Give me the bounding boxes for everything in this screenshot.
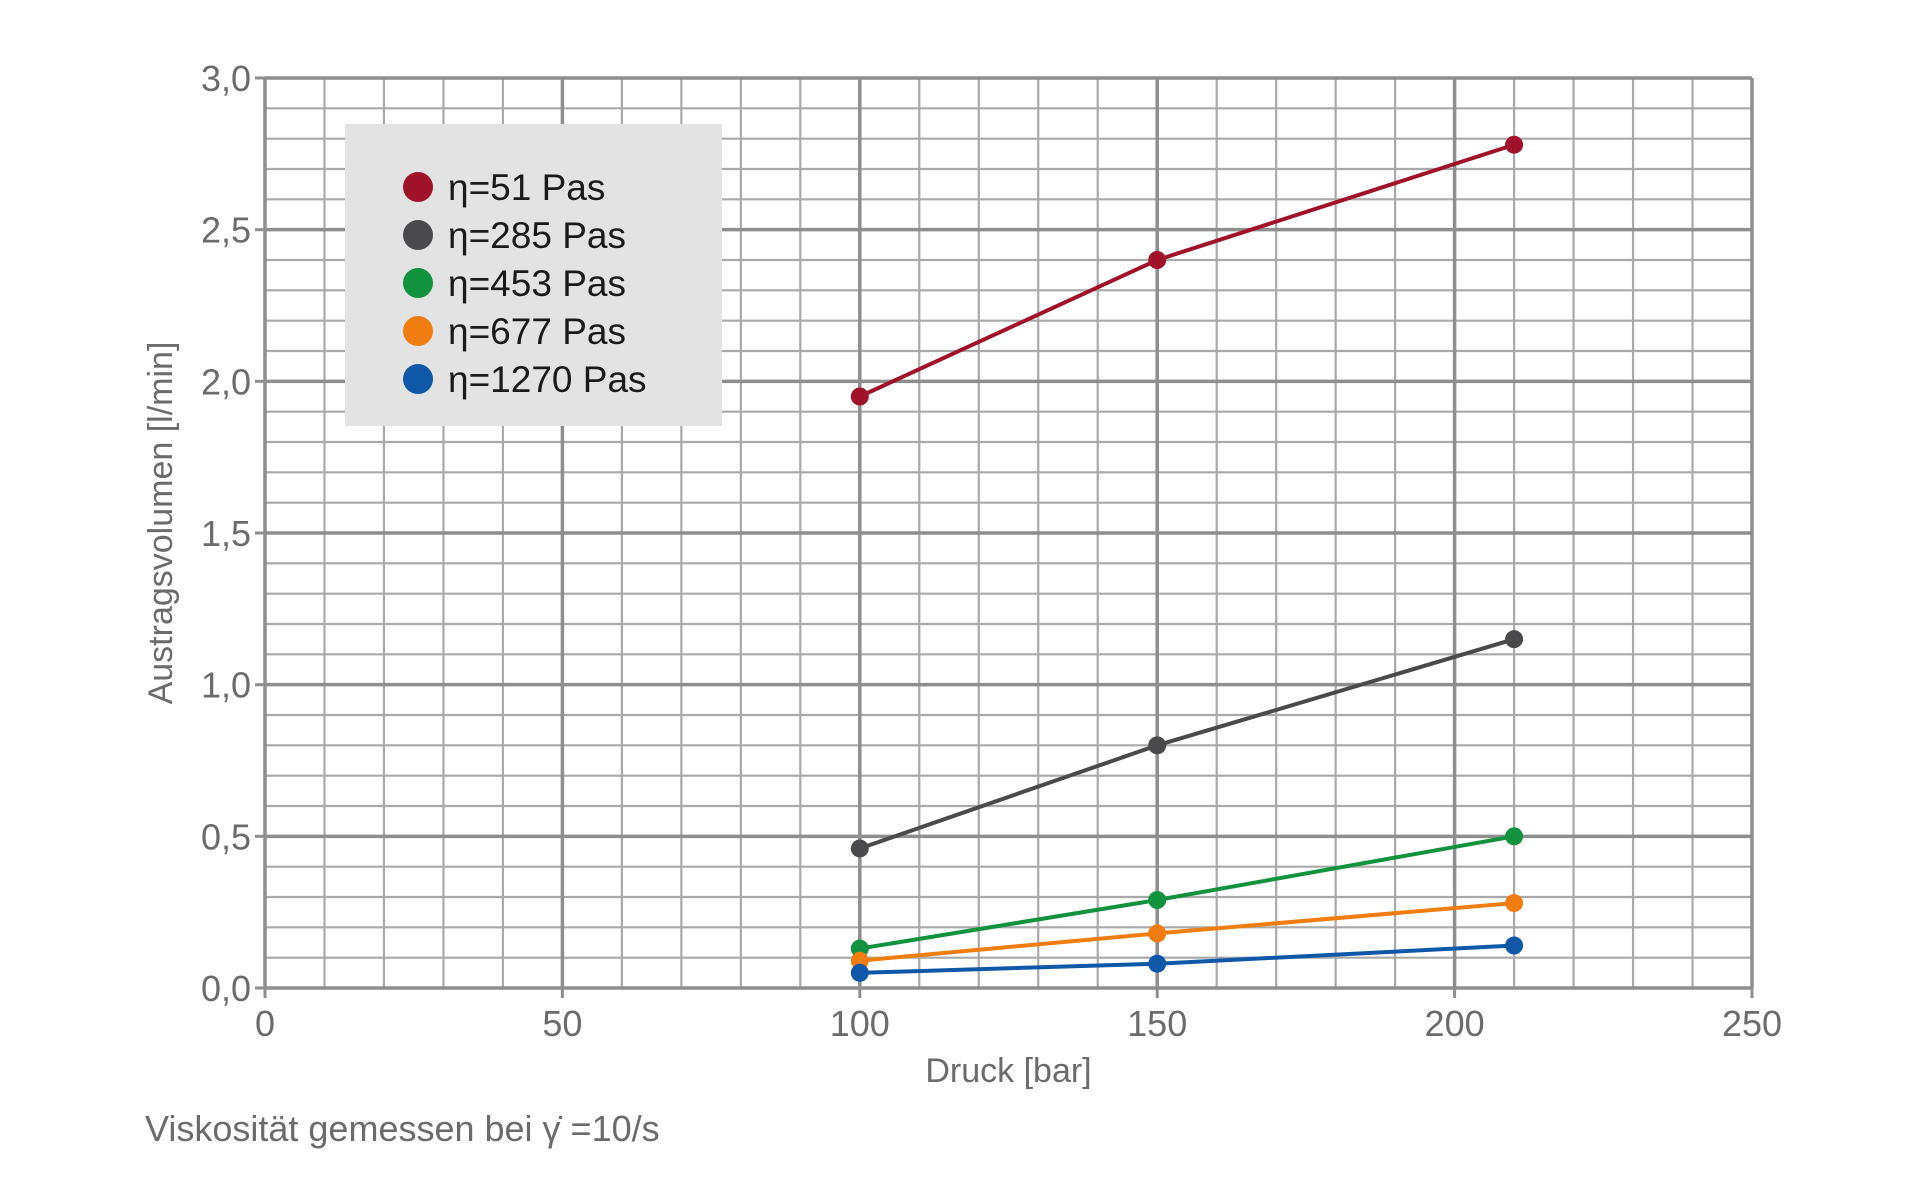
legend-label: η=453 Pas <box>448 263 626 304</box>
data-point <box>850 387 869 406</box>
data-point <box>850 839 869 858</box>
y-tick-label: 3,0 <box>201 58 251 99</box>
x-tick-label: 50 <box>542 1003 582 1044</box>
legend-marker <box>403 220 433 250</box>
footnote: Viskosität gemessen bei γ̇ =10/s <box>145 1108 660 1149</box>
data-point <box>1505 630 1524 649</box>
y-tick-label: 0,0 <box>201 968 251 1009</box>
legend-label: η=1270 Pas <box>448 359 647 400</box>
legend-marker <box>403 316 433 346</box>
data-point <box>1505 936 1524 955</box>
series-line <box>859 943 1515 975</box>
series-line <box>858 142 1515 399</box>
legend-label: η=51 Pas <box>448 167 605 208</box>
x-tick-label: 0 <box>255 1003 275 1044</box>
data-point <box>850 963 869 982</box>
data-point <box>1505 135 1524 154</box>
y-tick-label: 0,5 <box>201 816 251 857</box>
legend-marker <box>403 364 433 394</box>
y-tick-label: 1,5 <box>201 513 251 554</box>
y-axis-title: Austragsvolumen [l/min] <box>142 342 180 705</box>
legend-marker <box>403 268 433 298</box>
data-point <box>1505 894 1524 913</box>
y-tick-label: 1,0 <box>201 665 251 706</box>
x-axis-title: Druck [bar] <box>925 1052 1091 1090</box>
data-point <box>1148 251 1167 269</box>
y-tick-label: 2,0 <box>201 361 251 402</box>
data-point <box>1148 924 1167 943</box>
x-axis-ticks: 0 50 100 150 200 250 <box>255 988 1782 1044</box>
y-axis-ticks: 0,0 0,5 1,0 1,5 2,0 2,5 3,0 <box>201 58 265 1009</box>
x-tick-label: 100 <box>830 1003 890 1044</box>
x-tick-label: 200 <box>1425 1003 1485 1044</box>
data-point <box>1148 954 1167 973</box>
series-line <box>859 637 1515 851</box>
x-tick-label: 150 <box>1127 1003 1187 1044</box>
legend-marker <box>403 172 433 202</box>
series-layer <box>850 135 1524 982</box>
data-point <box>1148 736 1167 755</box>
data-point <box>1148 891 1167 910</box>
legend: η=51 Pas η=285 Pas η=453 Pas η=677 Pas η=127… <box>345 124 722 426</box>
data-point <box>1505 827 1524 846</box>
legend-label: η=677 Pas <box>448 311 626 352</box>
y-tick-label: 2,5 <box>201 210 251 251</box>
x-tick-label: 250 <box>1722 1003 1782 1044</box>
legend-label: η=285 Pas <box>448 215 626 256</box>
